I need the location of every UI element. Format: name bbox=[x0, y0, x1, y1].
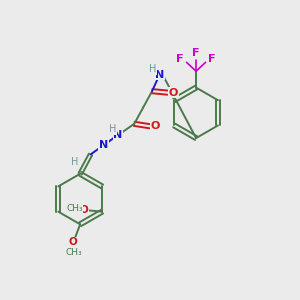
Text: H: H bbox=[71, 158, 79, 167]
Text: O: O bbox=[151, 121, 160, 131]
Text: F: F bbox=[208, 54, 216, 64]
Text: F: F bbox=[176, 54, 184, 64]
Text: N: N bbox=[155, 70, 164, 80]
Text: N: N bbox=[113, 130, 122, 140]
Text: O: O bbox=[169, 88, 178, 98]
Text: CH₃: CH₃ bbox=[65, 248, 82, 257]
Text: F: F bbox=[192, 47, 200, 58]
Text: H: H bbox=[109, 124, 116, 134]
Text: CH₃: CH₃ bbox=[66, 204, 83, 213]
Text: N: N bbox=[99, 140, 108, 150]
Text: H: H bbox=[149, 64, 157, 74]
Text: O: O bbox=[69, 237, 78, 248]
Text: O: O bbox=[80, 205, 88, 214]
